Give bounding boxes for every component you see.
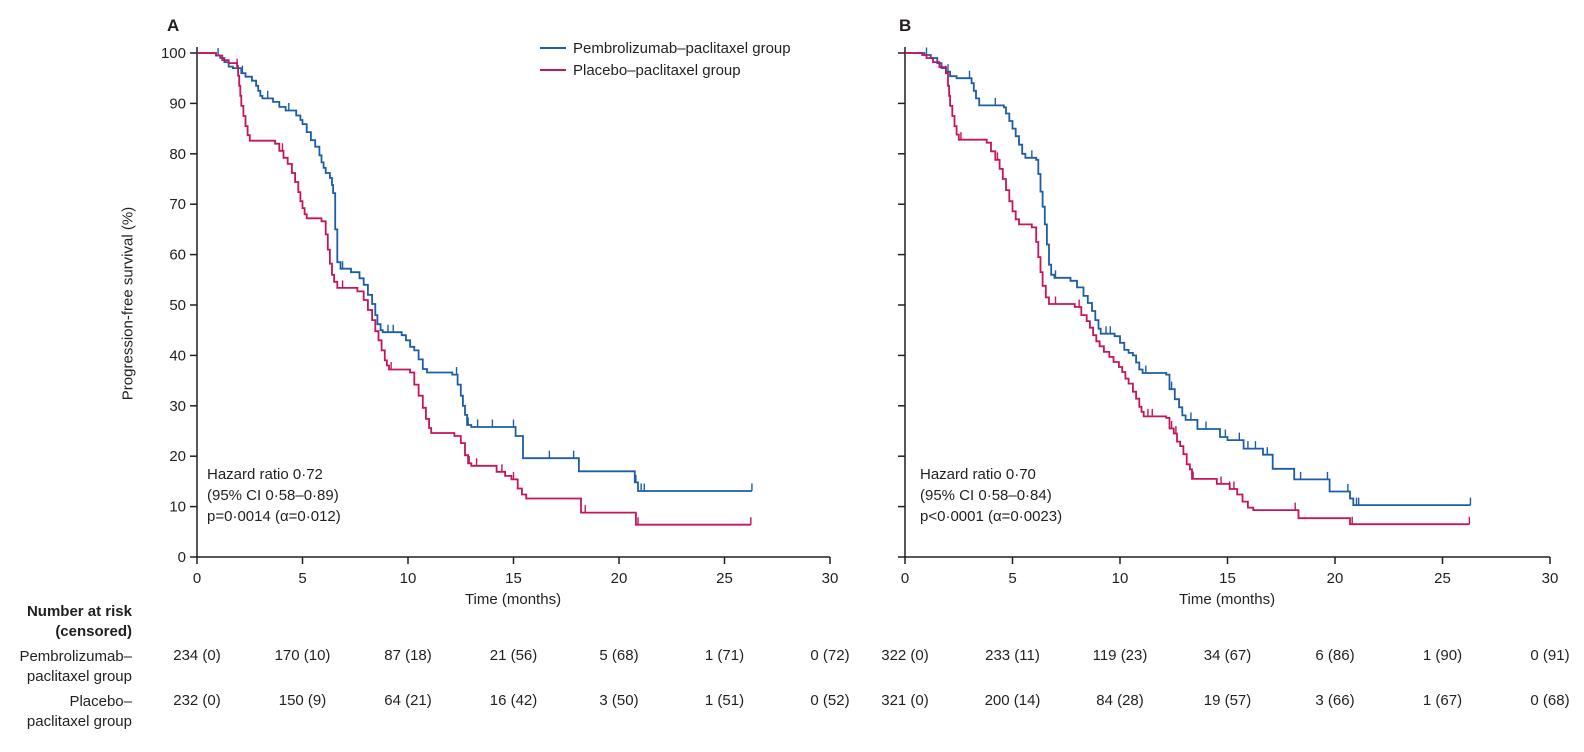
- risk-value: 0 (68): [1530, 692, 1570, 709]
- x-tick-label: 15: [1219, 570, 1236, 587]
- x-tick-label: 15: [505, 570, 522, 587]
- risk-value: 233 (11): [985, 647, 1040, 664]
- risk-value: 5 (68): [599, 647, 639, 664]
- risk-value: 1 (90): [1422, 647, 1463, 664]
- x-tick-label: 25: [716, 570, 733, 587]
- y-tick-label: 30: [169, 398, 186, 415]
- x-axis-title-panel-a: Time (months): [464, 591, 562, 608]
- risk-row-label-placebo: Placebo– paclitaxel group: [26, 693, 132, 730]
- km-curve: [905, 52, 1470, 526]
- risk-value: 87 (18): [384, 647, 432, 664]
- x-tick-label: 30: [822, 570, 839, 587]
- risk-value: 6 (86): [1315, 647, 1355, 664]
- panel-a-letter: A: [167, 16, 180, 35]
- risk-value: 3 (50): [599, 692, 639, 709]
- legend-item-placebo: Placebo–paclitaxel group: [540, 59, 791, 81]
- risk-value: 34 (67): [1203, 647, 1252, 664]
- x-tick-label: 25: [1434, 570, 1451, 587]
- y-tick-label: 20: [169, 448, 186, 465]
- x-tick-label: 10: [400, 570, 417, 587]
- y-tick-label: 70: [169, 196, 186, 213]
- risk-value: 0 (72): [810, 647, 850, 664]
- risk-value: 119 (23): [1092, 647, 1148, 664]
- y-tick-label: 100: [161, 45, 186, 62]
- x-tick-label: 0: [193, 570, 201, 587]
- pembrolizumab-line-swatch-icon: [540, 46, 566, 50]
- x-tick-label: 20: [611, 570, 628, 587]
- risk-value: 200 (14): [984, 692, 1041, 709]
- risk-value: 21 (56): [489, 647, 538, 664]
- x-tick-label: 10: [1112, 570, 1129, 587]
- risk-value: 19 (57): [1203, 692, 1252, 709]
- x-tick-label: 30: [1542, 570, 1559, 587]
- x-axis-title-panel-b: Time (months): [1178, 591, 1276, 608]
- y-tick-label: 60: [169, 247, 186, 264]
- legend: Pembrolizumab–paclitaxel group Placebo–p…: [540, 37, 791, 81]
- risk-value: 232 (0): [173, 692, 221, 709]
- hazard-annotation-panel-b: Hazard ratio 0·70 (95% CI 0·58–0·84) p<0…: [920, 464, 1062, 527]
- legend-label-placebo: Placebo–paclitaxel group: [573, 61, 741, 79]
- y-tick-label: 90: [169, 95, 186, 112]
- risk-value: 3 (66): [1315, 692, 1355, 709]
- risk-value: 234 (0): [173, 647, 221, 664]
- risk-value: 322 (0): [881, 647, 929, 664]
- legend-item-pembrolizumab: Pembrolizumab–paclitaxel group: [540, 37, 791, 59]
- y-tick-label: 80: [169, 146, 186, 163]
- hazard-ci-a: (95% CI 0·58–0·89): [207, 487, 339, 504]
- risk-value: 150 (9): [278, 692, 327, 709]
- placebo-line-swatch-icon: [540, 68, 566, 72]
- x-tick-label: 20: [1327, 570, 1344, 587]
- legend-label-pembrolizumab: Pembrolizumab–paclitaxel group: [573, 39, 791, 57]
- hazard-ratio-b: Hazard ratio 0·70: [920, 466, 1036, 483]
- risk-table-header-line2: (censored): [55, 623, 132, 640]
- hazard-ci-b: (95% CI 0·58–0·84): [920, 487, 1052, 504]
- hazard-annotation-panel-a: Hazard ratio 0·72 (95% CI 0·58–0·89) p=0…: [207, 464, 341, 527]
- hazard-p-b: p<0·0001 (α=0·0023): [920, 508, 1063, 525]
- hazard-p-a: p=0·0014 (α=0·012): [207, 508, 341, 525]
- y-tick-label: 0: [178, 549, 186, 566]
- x-tick-label: 0: [901, 570, 909, 587]
- risk-row-label-pembrolizumab: Pembrolizumab– paclitaxel group: [19, 648, 132, 685]
- x-tick-label: 5: [298, 570, 306, 587]
- km-curve: [197, 52, 752, 492]
- risk-value: 0 (91): [1530, 647, 1570, 664]
- risk-table-header: Number at risk (censored): [0, 602, 132, 642]
- risk-value: 321 (0): [881, 692, 929, 709]
- hazard-ratio-a: Hazard ratio 0·72: [207, 466, 323, 483]
- risk-value: 170 (10): [274, 647, 331, 664]
- risk-value: 1 (51): [704, 692, 745, 709]
- risk-value: 1 (71): [704, 647, 745, 664]
- risk-value: 0 (52): [810, 692, 850, 709]
- risk-value: 16 (42): [489, 692, 538, 709]
- y-tick-label: 50: [169, 297, 186, 314]
- risk-value: 84 (28): [1096, 692, 1144, 709]
- km-curve: [905, 52, 1471, 506]
- y-tick-label: 10: [169, 499, 186, 516]
- x-tick-label: 5: [1008, 570, 1016, 587]
- risk-value: 1 (67): [1422, 692, 1463, 709]
- panel-b-letter: B: [899, 16, 912, 35]
- risk-table-header-line1: Number at risk: [26, 603, 132, 620]
- y-tick-label: 40: [169, 347, 186, 364]
- km-curve: [197, 52, 751, 526]
- risk-value: 64 (21): [384, 692, 432, 709]
